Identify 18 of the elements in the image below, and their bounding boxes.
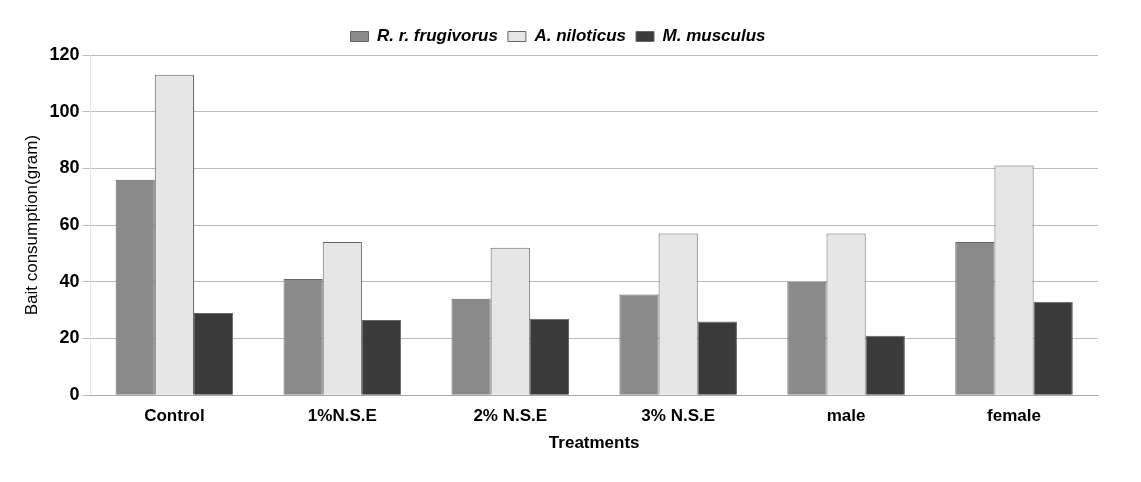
y-tick-label: 120 xyxy=(49,43,80,64)
x-tick-label: male xyxy=(826,406,866,426)
y-tick-label: 40 xyxy=(59,270,80,291)
y-tick-label: 80 xyxy=(59,157,80,178)
x-tick-label: Control xyxy=(144,406,205,426)
x-tick-label: 2% N.S.E xyxy=(473,406,548,426)
x-tick-label: 1%N.S.E xyxy=(307,406,377,426)
x-axis-title: Treatments xyxy=(548,433,640,453)
y-tick-label: 60 xyxy=(59,214,80,235)
y-axis-title: Bait consumption(gram) xyxy=(21,134,41,316)
y-tick-label: 20 xyxy=(59,327,80,348)
y-tick-label: 100 xyxy=(49,100,80,121)
legend-label: A. niloticus xyxy=(533,26,627,46)
y-tick-label: 0 xyxy=(69,384,80,405)
legend-label: M. musculus xyxy=(662,26,766,46)
legend-label: R. r. frugivorus xyxy=(377,26,498,46)
x-tick-label: female xyxy=(987,406,1041,426)
x-tick-label: 3% N.S.E xyxy=(641,406,716,426)
